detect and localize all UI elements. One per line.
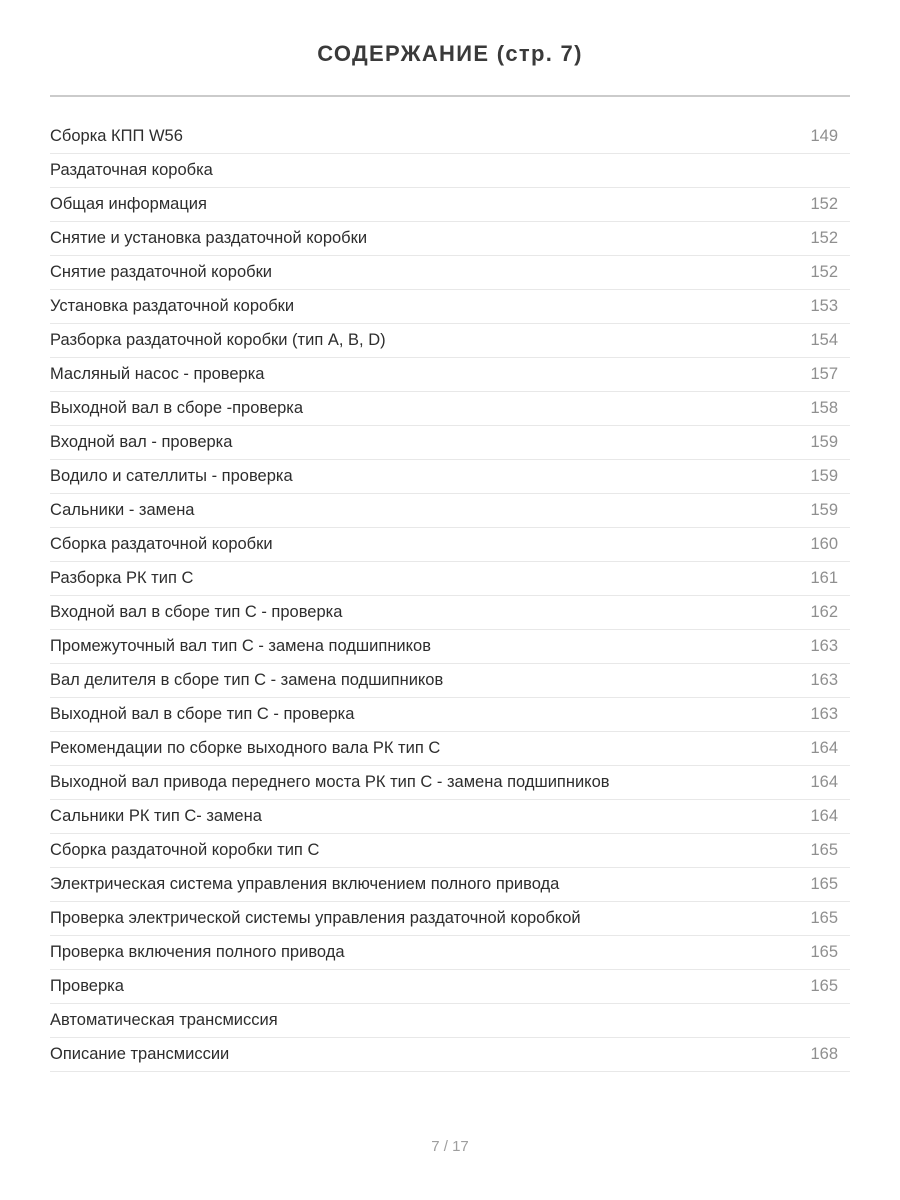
toc-entry-page: 158 [810, 399, 838, 417]
toc-entry[interactable]: Выходной вал в сборе тип С - проверка 16… [50, 698, 850, 732]
toc-entry-title: Сборка раздаточной коробки [50, 535, 273, 553]
toc-entry[interactable]: Промежуточный вал тип С - замена подшипн… [50, 630, 850, 664]
toc-entry[interactable]: Общая информация 152 [50, 188, 850, 222]
toc-entry[interactable]: Вал делителя в сборе тип С - замена подш… [50, 664, 850, 698]
toc-entry-title: Раздаточная коробка [50, 161, 213, 179]
toc-entry-title: Водило и сателлиты - проверка [50, 467, 293, 485]
toc-entry-page: 165 [810, 977, 838, 995]
toc-entry[interactable]: Проверка 165 [50, 970, 850, 1004]
toc-entry-title: Описание трансмиссии [50, 1045, 230, 1063]
toc-entry[interactable]: Выходной вал привода переднего моста РК … [50, 766, 850, 800]
page-indicator: 7 / 17 [431, 1138, 469, 1155]
toc-entry-title: Рекомендации по сборке выходного вала РК… [50, 739, 441, 757]
toc-entry-title: Проверка включения полного привода [50, 943, 345, 961]
toc-entry-title: Электрическая система управления включен… [50, 875, 560, 893]
toc-entry[interactable]: Проверка включения полного привода 165 [50, 936, 850, 970]
toc-entry[interactable]: Сальники РК тип С- замена 164 [50, 800, 850, 834]
toc-entry[interactable]: Сборка раздаточной коробки тип С 165 [50, 834, 850, 868]
toc-entry-title: Установка раздаточной коробки [50, 297, 295, 315]
toc-entry-title: Разборка раздаточной коробки (тип A, B, … [50, 331, 386, 349]
toc-entry-page: 168 [810, 1045, 838, 1063]
toc-entry-page: 164 [810, 773, 838, 791]
toc-entry-page: 165 [810, 875, 838, 893]
toc-entry[interactable]: Электрическая система управления включен… [50, 868, 850, 902]
toc-entry[interactable]: Установка раздаточной коробки 153 [50, 290, 850, 324]
toc-entry-title: Масляный насос - проверка [50, 365, 265, 383]
toc-entry-page: 149 [810, 127, 838, 145]
toc-entry-title: Разборка РК тип С [50, 569, 194, 587]
toc-entry[interactable]: Сальники - замена 159 [50, 494, 850, 528]
toc-entry-title: Промежуточный вал тип С - замена подшипн… [50, 637, 431, 655]
toc-entry-title: Проверка [50, 977, 124, 995]
toc-entry-page: 152 [810, 195, 838, 213]
toc-entry[interactable]: Описание трансмиссии 168 [50, 1038, 850, 1072]
toc-entry[interactable]: Сборка раздаточной коробки 160 [50, 528, 850, 562]
toc-entry-page: 154 [810, 331, 838, 349]
toc-entry-title: Выходной вал привода переднего моста РК … [50, 773, 610, 791]
toc-entry-page: 164 [810, 807, 838, 825]
toc-entry-page: 162 [810, 603, 838, 621]
toc-entry-page: 157 [810, 365, 838, 383]
toc-entry[interactable]: Масляный насос - проверка 157 [50, 358, 850, 392]
toc-entry-title: Общая информация [50, 195, 207, 213]
toc-entry-page: 165 [810, 841, 838, 859]
toc-entry-title: Вал делителя в сборе тип С - замена подш… [50, 671, 444, 689]
toc-entry[interactable]: Разборка РК тип С 161 [50, 562, 850, 596]
toc-entry-page: 163 [810, 637, 838, 655]
toc-entry-page: 152 [810, 229, 838, 247]
toc-entry-title: Сборка раздаточной коробки тип С [50, 841, 320, 859]
toc-entry-title: Снятие раздаточной коробки [50, 263, 273, 281]
toc-entry-title: Проверка электрической системы управлени… [50, 909, 581, 927]
toc-entry[interactable]: Снятие и установка раздаточной коробки 1… [50, 222, 850, 256]
toc-entry-title: Сальники РК тип С- замена [50, 807, 262, 825]
toc-entry-page: 161 [810, 569, 838, 587]
toc-entry[interactable]: Проверка электрической системы управлени… [50, 902, 850, 936]
toc-entry-title: Сальники - замена [50, 501, 195, 519]
title-divider [50, 95, 850, 97]
toc-entry-page: 165 [810, 943, 838, 961]
toc-entry-title: Выходной вал в сборе тип С - проверка [50, 705, 355, 723]
toc-entry-title: Входной вал - проверка [50, 433, 233, 451]
toc-entry[interactable]: Выходной вал в сборе -проверка 158 [50, 392, 850, 426]
toc-entry-page: 159 [810, 501, 838, 519]
toc-list: Сборка КПП W56 149 Раздаточная коробка О… [50, 120, 850, 1072]
toc-entry-page: 164 [810, 739, 838, 757]
toc-entry-page: 163 [810, 671, 838, 689]
toc-entry-page: 153 [810, 297, 838, 315]
toc-entry-page: 159 [810, 467, 838, 485]
toc-entry[interactable]: Раздаточная коробка [50, 154, 850, 188]
toc-entry-title: Выходной вал в сборе -проверка [50, 399, 304, 417]
toc-entry-title: Снятие и установка раздаточной коробки [50, 229, 368, 247]
toc-entry[interactable]: Рекомендации по сборке выходного вала РК… [50, 732, 850, 766]
toc-entry[interactable]: Автоматическая трансмиссия [50, 1004, 850, 1038]
toc-entry[interactable]: Входной вал в сборе тип С - проверка 162 [50, 596, 850, 630]
toc-entry[interactable]: Снятие раздаточной коробки 152 [50, 256, 850, 290]
toc-entry[interactable]: Входной вал - проверка 159 [50, 426, 850, 460]
toc-entry[interactable]: Водило и сателлиты - проверка 159 [50, 460, 850, 494]
toc-entry-title: Входной вал в сборе тип С - проверка [50, 603, 343, 621]
toc-entry-page: 165 [810, 909, 838, 927]
toc-entry-page: 163 [810, 705, 838, 723]
toc-entry[interactable]: Сборка КПП W56 149 [50, 120, 850, 154]
toc-entry[interactable]: Разборка раздаточной коробки (тип A, B, … [50, 324, 850, 358]
page-title: СОДЕРЖАНИЕ (стр. 7) [317, 41, 583, 66]
toc-entry-page: 160 [810, 535, 838, 553]
toc-entry-title: Автоматическая трансмиссия [50, 1011, 278, 1029]
toc-entry-page: 159 [810, 433, 838, 451]
toc-entry-title: Сборка КПП W56 [50, 127, 183, 145]
toc-entry-page: 152 [810, 263, 838, 281]
